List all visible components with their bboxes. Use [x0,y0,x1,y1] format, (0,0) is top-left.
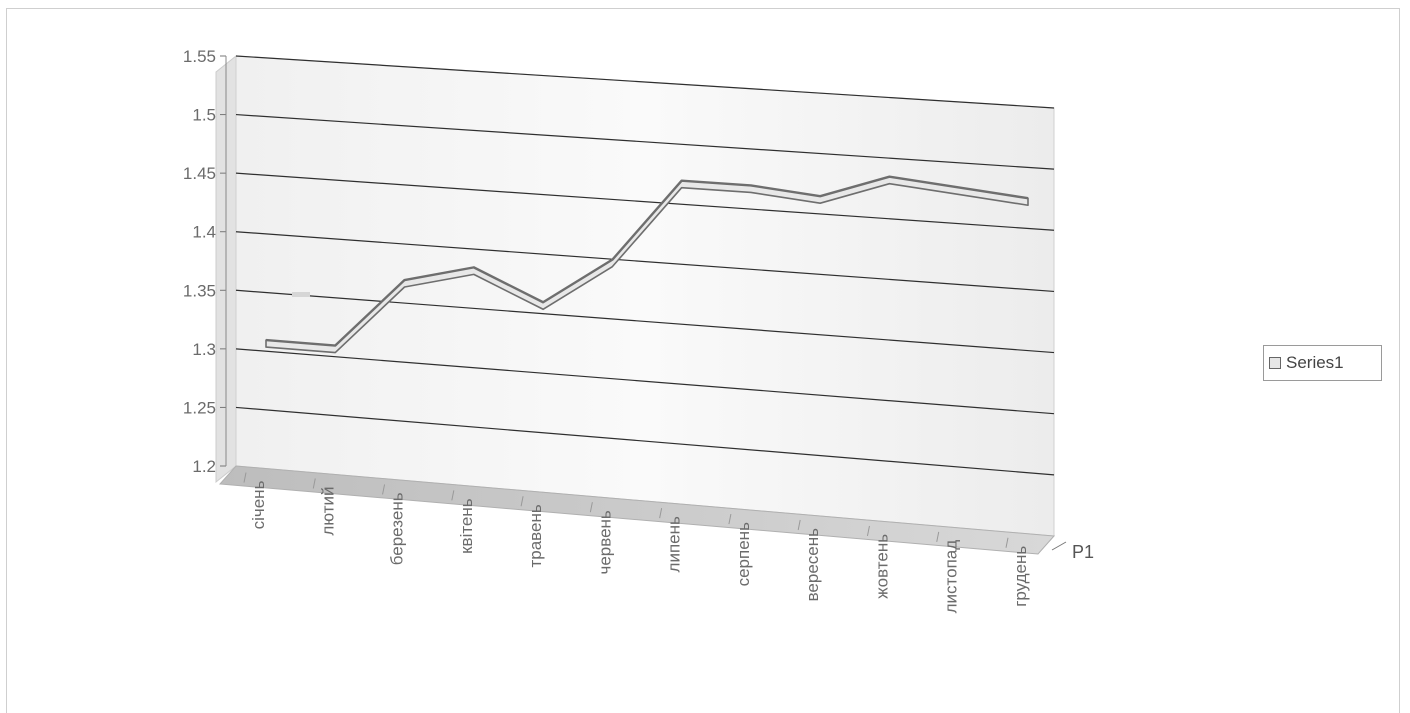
x-tick-label: вересень [803,528,822,602]
gridline [235,289,1055,354]
x-tick [382,484,386,495]
legend-label: Series1 [1286,353,1344,372]
y-tick-label: 1.25 [183,398,216,417]
x-tick-label: квітень [457,498,476,554]
x-tick-label: березень [388,492,407,565]
x-tick [1005,537,1009,548]
x-tick-label: листопад [942,540,961,614]
x-tick [312,478,316,489]
x-tick-label: жовтень [872,534,891,599]
x-tick-label: грудень [1011,546,1030,607]
x-tick [589,502,593,513]
depth-axis-label: Р1 [1072,542,1094,562]
back-wall [235,55,1055,537]
x-tick-label: липень [665,516,684,572]
gridline [235,231,1055,293]
x-tick-label: травень [526,504,545,567]
x-tick [243,472,247,483]
x-tick-label: лютий [318,486,337,535]
x-tick-label: січень [249,480,268,529]
x-tick [451,490,455,501]
x-tick [659,508,663,519]
y-tick-label: 1.3 [192,340,216,359]
y-tick-label: 1.5 [192,106,216,125]
x-tick [936,531,940,542]
x-tick-label: червень [595,510,614,574]
x-tick-label: серпень [734,522,753,586]
x-tick [797,519,801,531]
x-tick [520,496,524,507]
y-tick-label: 1.55 [183,47,216,66]
y-tick-label: 1.2 [192,457,216,476]
y-tick-label: 1.35 [183,281,216,300]
y-tick-label: 1.45 [183,164,216,183]
series-line [265,175,1029,347]
y-tick-label: 1.4 [192,223,216,242]
gridline [235,406,1055,476]
x-tick [728,513,732,525]
marker-artifact [292,292,310,297]
legend: Series1 [1263,345,1382,381]
gridline [235,348,1055,415]
gridline [235,172,1055,231]
depth-tick [1051,541,1067,551]
gridline [235,55,1055,109]
floor [218,465,1056,555]
gridline [235,113,1055,170]
x-tick [866,525,870,537]
legend-swatch [1269,357,1281,369]
